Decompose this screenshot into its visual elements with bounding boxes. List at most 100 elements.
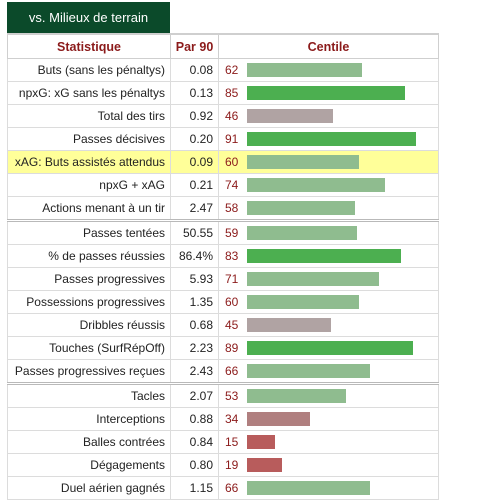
percentile-bar — [247, 318, 331, 333]
percentile-bar — [247, 178, 385, 193]
percentile-bar — [247, 86, 405, 101]
table-row: Tacles 2.07 53 — [7, 382, 439, 408]
percentile-bar — [247, 63, 362, 78]
per90-value: 5.93 — [170, 267, 219, 291]
percentile-bar — [247, 481, 370, 496]
percentile-cell: 59 — [218, 219, 439, 245]
table-row: Touches (SurfRépOff) 2.23 89 — [7, 336, 439, 360]
column-header-stat[interactable]: Statistique — [7, 33, 171, 59]
stat-label: Passes décisives — [7, 127, 171, 151]
percentile-cell: 91 — [218, 127, 439, 151]
percentile-bar — [247, 201, 355, 216]
table-row: Passes décisives 0.20 91 — [7, 127, 439, 151]
column-header-per90[interactable]: Par 90 — [170, 33, 219, 59]
stat-label: Passes progressives reçues — [7, 359, 171, 384]
percentile-value: 89 — [225, 341, 239, 356]
percentile-value: 60 — [225, 155, 239, 170]
table-row: Duel aérien gagnés 1.15 66 — [7, 476, 439, 500]
per90-value: 0.08 — [170, 58, 219, 82]
percentile-bar — [247, 364, 370, 379]
percentile-bar — [247, 132, 416, 147]
stat-label: Touches (SurfRépOff) — [7, 336, 171, 360]
percentile-bar — [247, 272, 379, 287]
percentile-cell: 53 — [218, 382, 439, 408]
percentile-value: 19 — [225, 458, 239, 473]
percentile-bar — [247, 249, 401, 264]
table-row: Actions menant à un tir 2.47 58 — [7, 196, 439, 221]
per90-value: 0.92 — [170, 104, 219, 128]
stat-label: Buts (sans les pénaltys) — [7, 58, 171, 82]
per90-value: 1.15 — [170, 476, 219, 500]
per90-value: 0.68 — [170, 313, 219, 337]
table-row: npxG: xG sans les pénaltys 0.13 85 — [7, 81, 439, 105]
stat-label: Duel aérien gagnés — [7, 476, 171, 500]
percentile-bar — [247, 458, 282, 473]
percentile-cell: 85 — [218, 81, 439, 105]
per90-value: 0.20 — [170, 127, 219, 151]
percentile-bar — [247, 295, 359, 310]
percentile-value: 15 — [225, 435, 239, 450]
table-header-row: Statistique Par 90 Centile — [7, 33, 439, 59]
table-row: Balles contrées 0.84 15 — [7, 430, 439, 454]
per90-value: 0.09 — [170, 150, 219, 174]
percentile-value: 34 — [225, 412, 239, 427]
percentile-value: 74 — [225, 178, 239, 193]
percentile-value: 83 — [225, 249, 239, 264]
stat-label: Interceptions — [7, 407, 171, 431]
percentile-bar — [247, 109, 333, 124]
per90-value: 0.21 — [170, 173, 219, 197]
table-row: Dégagements 0.80 19 — [7, 453, 439, 477]
percentile-value: 71 — [225, 272, 239, 287]
per90-value: 2.07 — [170, 382, 219, 408]
percentile-bar — [247, 226, 357, 241]
stat-label: npxG + xAG — [7, 173, 171, 197]
percentile-value: 46 — [225, 109, 239, 124]
percentile-bar — [247, 412, 310, 427]
per90-value: 0.13 — [170, 81, 219, 105]
percentile-value: 85 — [225, 86, 239, 101]
stat-label: Total des tirs — [7, 104, 171, 128]
table-row: Passes progressives 5.93 71 — [7, 267, 439, 291]
tab-vs-midfielders[interactable]: vs. Milieux de terrain — [7, 2, 170, 33]
percentile-table: Statistique Par 90 Centile Buts (sans le… — [7, 33, 439, 500]
per90-value: 1.35 — [170, 290, 219, 314]
table-row: % de passes réussies 86.4% 83 — [7, 244, 439, 268]
table-row: Passes tentées 50.55 59 — [7, 219, 439, 245]
stat-label: Dribbles réussis — [7, 313, 171, 337]
stat-label: npxG: xG sans les pénaltys — [7, 81, 171, 105]
table-row: npxG + xAG 0.21 74 — [7, 173, 439, 197]
percentile-cell: 66 — [218, 359, 439, 384]
percentile-value: 62 — [225, 63, 239, 78]
percentile-bar — [247, 389, 346, 404]
table-row: Possessions progressives 1.35 60 — [7, 290, 439, 314]
table-row: Dribbles réussis 0.68 45 — [7, 313, 439, 337]
percentile-value: 60 — [225, 295, 239, 310]
percentile-cell: 89 — [218, 336, 439, 360]
percentile-value: 45 — [225, 318, 239, 333]
column-header-percentile[interactable]: Centile — [218, 33, 439, 59]
stat-label: Actions menant à un tir — [7, 196, 171, 221]
percentile-bar — [247, 435, 275, 450]
percentile-cell: 60 — [218, 290, 439, 314]
percentile-bar — [247, 155, 359, 170]
percentile-value: 66 — [225, 364, 239, 379]
percentile-cell: 45 — [218, 313, 439, 337]
stat-label: Dégagements — [7, 453, 171, 477]
percentile-value: 91 — [225, 132, 239, 147]
table-row: xAG: Buts assistés attendus 0.09 60 — [7, 150, 439, 174]
percentile-cell: 62 — [218, 58, 439, 82]
percentile-cell: 66 — [218, 476, 439, 500]
percentile-value: 58 — [225, 201, 239, 216]
stat-label: Passes progressives — [7, 267, 171, 291]
percentile-cell: 74 — [218, 173, 439, 197]
per90-value: 50.55 — [170, 219, 219, 245]
percentile-cell: 83 — [218, 244, 439, 268]
stat-label: xAG: Buts assistés attendus — [7, 150, 171, 174]
percentile-bar — [247, 341, 413, 356]
per90-value: 86.4% — [170, 244, 219, 268]
per90-value: 0.84 — [170, 430, 219, 454]
percentile-cell: 60 — [218, 150, 439, 174]
percentile-cell: 19 — [218, 453, 439, 477]
per90-value: 2.43 — [170, 359, 219, 384]
